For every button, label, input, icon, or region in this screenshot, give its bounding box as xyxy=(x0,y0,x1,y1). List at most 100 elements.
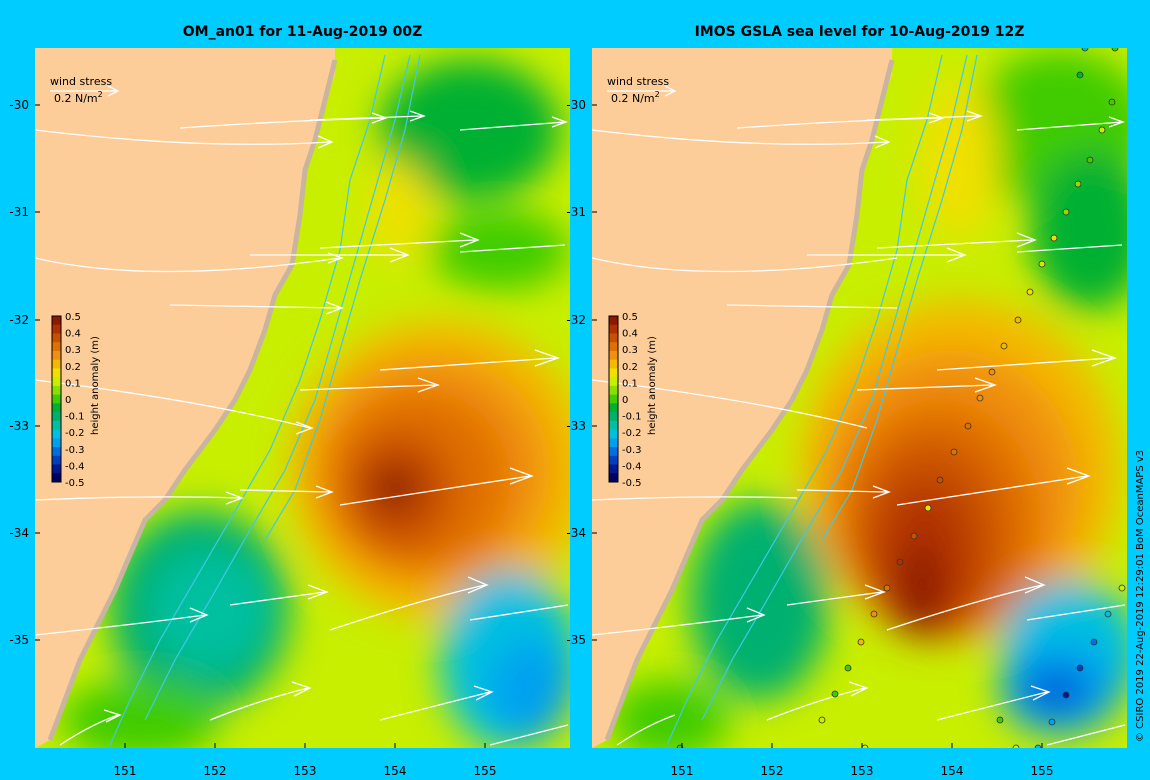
wind-legend-label: wind stress xyxy=(607,75,669,88)
land-mass xyxy=(592,48,892,748)
colorbar-swatch xyxy=(52,377,61,387)
x-tick-label: 153 xyxy=(851,764,874,778)
wind-legend-label: wind stress xyxy=(50,75,112,88)
wind-legend-arrow xyxy=(50,85,120,97)
wind-legend-value: 0.2 N/m2 xyxy=(54,90,103,105)
colorbar-tick-label: 0.4 xyxy=(65,329,81,340)
colorbar-frame xyxy=(51,315,62,483)
colorbar-swatch xyxy=(52,316,61,326)
panel-title-left: OM_an01 for 11-Aug-2019 00Z xyxy=(182,24,423,40)
colorbar-swatch xyxy=(52,350,61,361)
colorbar-swatch xyxy=(609,447,618,457)
y-tick-label: -31 xyxy=(9,205,29,219)
observation-points xyxy=(676,48,1126,748)
colorbar-swatch xyxy=(52,455,61,466)
y-tick-label: -33 xyxy=(9,419,29,433)
colorbar-swatch xyxy=(609,429,618,439)
bathymetry-contours xyxy=(666,54,978,746)
colorbar-tick-label: 0 xyxy=(65,395,71,406)
x-tick-label: 151 xyxy=(671,764,694,778)
colorbar-swatch xyxy=(609,438,618,448)
colorbar-swatch xyxy=(52,429,61,439)
credit-text: © CSIRO 2019 22-Aug-2019 12:29:01 BoM Oc… xyxy=(1135,449,1146,742)
x-tick-label: 154 xyxy=(384,764,407,778)
sea-level-field xyxy=(35,48,570,748)
colorbar-swatch xyxy=(609,377,618,387)
colorbar-tick-label: -0.1 xyxy=(622,412,642,423)
colorbar-tick-label: -0.1 xyxy=(65,412,85,423)
colorbar-label-left: height anomaly (m) xyxy=(90,336,101,435)
colorbar-label-right: height anomaly (m) xyxy=(647,336,658,435)
colorbar-swatch xyxy=(609,385,618,396)
land-mass xyxy=(35,48,335,748)
colorbar-swatch xyxy=(52,464,61,474)
colorbar-tick-label: 0.2 xyxy=(622,362,638,373)
colorbar-tick-label: 0 xyxy=(622,395,628,406)
x-tick-label: 152 xyxy=(204,764,227,778)
colorbar-tick-label: 0.2 xyxy=(65,362,81,373)
colorbar-swatch xyxy=(609,473,618,483)
wind-arrows xyxy=(35,110,569,746)
wind-legend-value: 0.2 N/m2 xyxy=(611,90,660,105)
colorbar-swatch xyxy=(609,412,618,422)
y-tick-label: -35 xyxy=(566,633,586,647)
colorbar-tick-label: 0.3 xyxy=(65,345,81,356)
y-tick-label: -34 xyxy=(9,526,29,540)
colorbar-tick-label: -0.4 xyxy=(65,461,85,472)
axes: -30 -31 -32 -33 -34 -35 151 152 153 154 155 -30 -31 -… xyxy=(9,98,1053,778)
bathymetry-contours xyxy=(109,54,421,746)
colorbar-tick-label: -0.4 xyxy=(622,461,642,472)
colorbar-swatch xyxy=(609,350,618,361)
colorbar-swatch xyxy=(609,342,618,352)
colorbar-swatch xyxy=(52,394,61,404)
colorbar-swatch xyxy=(609,368,618,378)
colorbar-swatch xyxy=(52,333,61,343)
colorbar-swatch xyxy=(609,455,618,466)
x-tick-label: 154 xyxy=(941,764,964,778)
x-tick-label: 151 xyxy=(114,764,137,778)
colorbar-swatch xyxy=(609,324,618,334)
colorbar-swatch xyxy=(52,447,61,457)
x-tick-label: 155 xyxy=(474,764,497,778)
colorbar-tick-label: 0.1 xyxy=(65,378,81,389)
colorbar-swatch xyxy=(609,333,618,343)
colorbar-swatch xyxy=(52,420,61,431)
y-tick-label: -30 xyxy=(9,98,29,112)
y-tick-label: -31 xyxy=(566,205,586,219)
wind-arrows xyxy=(592,110,1126,746)
colorbar-tick-label: -0.3 xyxy=(622,445,642,456)
map-panel-left: wind stress 0.2 N/m2 xyxy=(35,48,570,748)
panel-title-right: IMOS GSLA sea level for 10-Aug-2019 12Z xyxy=(694,24,1025,40)
colorbar-tick-label: -0.5 xyxy=(65,478,85,489)
colorbar-tick-label: 0.3 xyxy=(622,345,638,356)
colorbar-tick-label: -0.3 xyxy=(65,445,85,456)
wind-legend-arrow xyxy=(607,85,677,97)
colorbar-swatch xyxy=(52,359,61,369)
colorbar-tick-label: -0.2 xyxy=(622,428,642,439)
colorbar-swatch xyxy=(609,316,618,326)
colorbar-tick-label: -0.5 xyxy=(622,478,642,489)
colorbar-tick-label: 0.4 xyxy=(622,329,638,340)
colorbar-tick-label: 0.1 xyxy=(622,378,638,389)
colorbar-swatch xyxy=(609,359,618,369)
colorbar-swatch xyxy=(52,368,61,378)
colorbar-swatch xyxy=(52,324,61,334)
colorbar-swatch xyxy=(52,473,61,483)
colorbar-swatch xyxy=(609,464,618,474)
colorbar-swatch xyxy=(52,385,61,396)
x-tick-label: 152 xyxy=(761,764,784,778)
y-tick-label: -33 xyxy=(566,419,586,433)
x-tick-label: 153 xyxy=(294,764,317,778)
y-tick-label: -35 xyxy=(9,633,29,647)
y-tick-label: -34 xyxy=(566,526,586,540)
colorbar-swatch xyxy=(52,342,61,352)
colorbars: 0.5 0.4 0.3 0.2 0.1 0 -0.1 -0.2 -0.3 -0.4 -0.5 0.5 0… xyxy=(51,312,642,489)
colorbar-tick-label: -0.2 xyxy=(65,428,85,439)
y-tick-label: -32 xyxy=(9,313,29,327)
colorbar-tick-label: 0.5 xyxy=(622,312,638,323)
colorbar-swatch xyxy=(609,420,618,431)
colorbar-frame xyxy=(608,315,619,483)
colorbar-swatch xyxy=(609,394,618,404)
colorbar-swatch xyxy=(609,403,618,413)
